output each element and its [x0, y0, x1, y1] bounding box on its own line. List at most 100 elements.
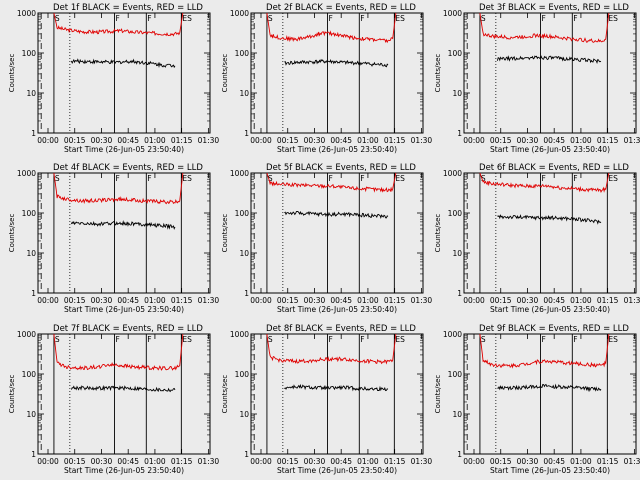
- x-tick-label: 00:45: [330, 457, 352, 466]
- x-tick-label: 01:15: [171, 136, 193, 145]
- x-tick-label: 00:15: [490, 296, 512, 305]
- x-tick-label: 00:00: [250, 296, 272, 305]
- marker-label: ES: [182, 335, 192, 344]
- marker-label: S: [268, 335, 273, 344]
- events-series-line: [497, 214, 602, 225]
- x-tick-label: 01:00: [570, 296, 592, 305]
- x-axis-label: Start Time (26-Jun-05 23:50:40): [277, 145, 397, 154]
- plot-frame: [463, 12, 637, 134]
- x-tick-label: 01:30: [411, 457, 433, 466]
- y-tick-label: 10: [26, 249, 36, 258]
- y-tick-label: 1: [31, 129, 36, 138]
- plot-frame: [250, 12, 424, 134]
- y-tick-label: 1: [457, 129, 462, 138]
- x-tick-label: 01:15: [597, 457, 619, 466]
- x-tick-label: 00:30: [304, 136, 326, 145]
- marker-label: F: [541, 335, 545, 344]
- x-tick-label: 00:15: [64, 457, 86, 466]
- x-tick-label: 00:00: [463, 296, 485, 305]
- x-tick-label: 00:45: [117, 296, 139, 305]
- marker-label: F: [147, 14, 151, 23]
- marker-label: F: [115, 335, 119, 344]
- marker-label: F: [147, 335, 151, 344]
- y-tick-label: 10: [26, 89, 36, 98]
- y-axis-label: Counts/sec: [434, 214, 442, 253]
- marker-label: ES: [182, 14, 192, 23]
- x-tick-label: 00:15: [277, 457, 299, 466]
- x-tick-label: 01:00: [570, 457, 592, 466]
- y-tick-label: 1000: [443, 9, 462, 18]
- panel-title: Det 2f BLACK = Events, RED = LLD: [266, 3, 416, 13]
- panel-title: Det 9f BLACK = Events, RED = LLD: [479, 324, 629, 334]
- lld-series-line: [266, 333, 397, 365]
- marker-label: ES: [608, 14, 618, 23]
- y-axis-label: Counts/sec: [434, 54, 442, 93]
- x-tick-label: 01:30: [198, 136, 220, 145]
- x-tick-label: 01:15: [597, 296, 619, 305]
- y-tick-label: 100: [22, 49, 37, 58]
- plot-frame: [37, 172, 211, 294]
- x-tick-label: 00:30: [91, 136, 113, 145]
- marker-label: S: [481, 335, 486, 344]
- y-tick-label: 1: [31, 289, 36, 298]
- panel-title: Det 1f BLACK = Events, RED = LLD: [53, 3, 203, 13]
- marker-label: ES: [182, 174, 192, 183]
- panel-title: Det 8f BLACK = Events, RED = LLD: [266, 324, 416, 334]
- y-tick-label: 100: [22, 370, 37, 379]
- panel-4: Det 4f BLACK = Events, RED = LLD 1 10 100 10…: [8, 163, 219, 314]
- x-tick-label: 00:00: [250, 136, 272, 145]
- marker-label: F: [573, 14, 577, 23]
- marker-label: F: [541, 14, 545, 23]
- panel-6: Det 6f BLACK = Events, RED = LLD 1 10 100 10…: [434, 163, 640, 314]
- lld-series-line: [53, 333, 184, 371]
- marker-label: F: [360, 335, 364, 344]
- x-tick-label: 00:00: [37, 296, 59, 305]
- marker-label: F: [328, 174, 332, 183]
- x-axis-label: Start Time (26-Jun-05 23:50:40): [490, 466, 610, 475]
- y-tick-label: 10: [26, 410, 36, 419]
- marker-label: ES: [395, 174, 405, 183]
- y-axis-label: Counts/sec: [221, 375, 229, 414]
- x-tick-label: 00:00: [37, 136, 59, 145]
- x-tick-label: 00:00: [463, 136, 485, 145]
- marker-label: S: [481, 14, 486, 23]
- panel-2: Det 2f BLACK = Events, RED = LLD 1 10 100 10…: [221, 3, 432, 154]
- x-tick-label: 00:30: [91, 296, 113, 305]
- x-tick-label: 00:30: [91, 457, 113, 466]
- x-tick-label: 00:45: [543, 457, 565, 466]
- x-tick-label: 01:30: [198, 457, 220, 466]
- marker-label: ES: [608, 335, 618, 344]
- y-tick-label: 1000: [230, 330, 249, 339]
- panel-title: Det 3f BLACK = Events, RED = LLD: [479, 3, 629, 13]
- marker-label: S: [268, 174, 273, 183]
- panel-8: Det 8f BLACK = Events, RED = LLD 1 10 100 10…: [221, 324, 432, 475]
- x-tick-label: 01:30: [411, 136, 433, 145]
- y-tick-label: 1: [457, 450, 462, 459]
- x-tick-label: 00:30: [517, 296, 539, 305]
- lld-series-line: [53, 172, 184, 205]
- x-tick-label: 01:30: [411, 296, 433, 305]
- x-tick-label: 00:30: [304, 296, 326, 305]
- events-series-line: [496, 55, 602, 64]
- x-tick-label: 01:30: [624, 136, 640, 145]
- y-tick-label: 1: [244, 129, 249, 138]
- marker-label: F: [328, 14, 332, 23]
- events-series-line: [497, 383, 602, 392]
- x-tick-label: 00:15: [490, 136, 512, 145]
- y-tick-label: 1000: [230, 169, 249, 178]
- x-tick-label: 00:45: [117, 136, 139, 145]
- x-tick-label: 00:45: [330, 296, 352, 305]
- y-axis-label: Counts/sec: [221, 54, 229, 93]
- plot-frame: [250, 172, 424, 294]
- x-tick-label: 00:30: [517, 136, 539, 145]
- x-axis-label: Start Time (26-Jun-05 23:50:40): [277, 305, 397, 314]
- x-tick-label: 01:00: [144, 136, 166, 145]
- y-tick-label: 10: [452, 249, 462, 258]
- panel-1: Det 1f BLACK = Events, RED = LLD 1 10 100 10…: [8, 3, 219, 154]
- panel-3: Det 3f BLACK = Events, RED = LLD 1 10 100 10…: [434, 3, 640, 154]
- panel-title: Det 5f BLACK = Events, RED = LLD: [266, 163, 416, 173]
- x-tick-label: 00:00: [37, 457, 59, 466]
- x-tick-label: 00:00: [250, 457, 272, 466]
